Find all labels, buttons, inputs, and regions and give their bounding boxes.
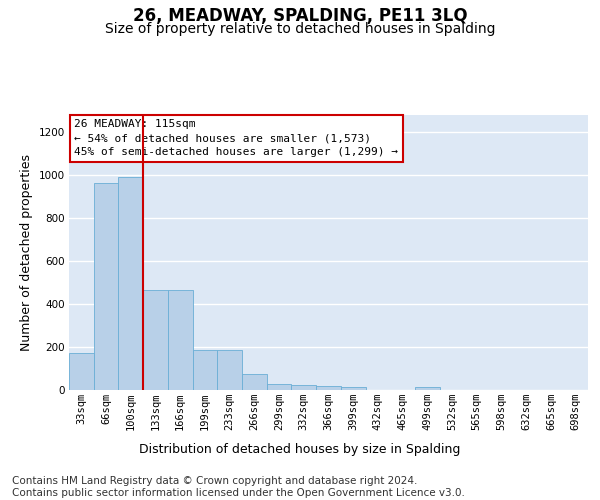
Bar [168, 290, 193, 390]
Text: Size of property relative to detached houses in Spalding: Size of property relative to detached ho… [105, 22, 495, 36]
Bar [415, 388, 440, 390]
Text: Distribution of detached houses by size in Spalding: Distribution of detached houses by size … [139, 442, 461, 456]
Bar [292, 386, 316, 390]
Bar [267, 384, 292, 390]
Bar [193, 350, 217, 390]
Bar [341, 388, 365, 390]
Text: 26 MEADWAY: 115sqm
← 54% of detached houses are smaller (1,573)
45% of semi-deta: 26 MEADWAY: 115sqm ← 54% of detached hou… [74, 119, 398, 157]
Bar [143, 290, 168, 390]
Bar [242, 374, 267, 390]
Y-axis label: Number of detached properties: Number of detached properties [20, 154, 33, 351]
Bar [118, 178, 143, 390]
Text: Contains HM Land Registry data © Crown copyright and database right 2024.
Contai: Contains HM Land Registry data © Crown c… [12, 476, 465, 498]
Text: 26, MEADWAY, SPALDING, PE11 3LQ: 26, MEADWAY, SPALDING, PE11 3LQ [133, 8, 467, 26]
Bar [69, 354, 94, 390]
Bar [217, 350, 242, 390]
Bar [94, 182, 118, 390]
Bar [316, 386, 341, 390]
